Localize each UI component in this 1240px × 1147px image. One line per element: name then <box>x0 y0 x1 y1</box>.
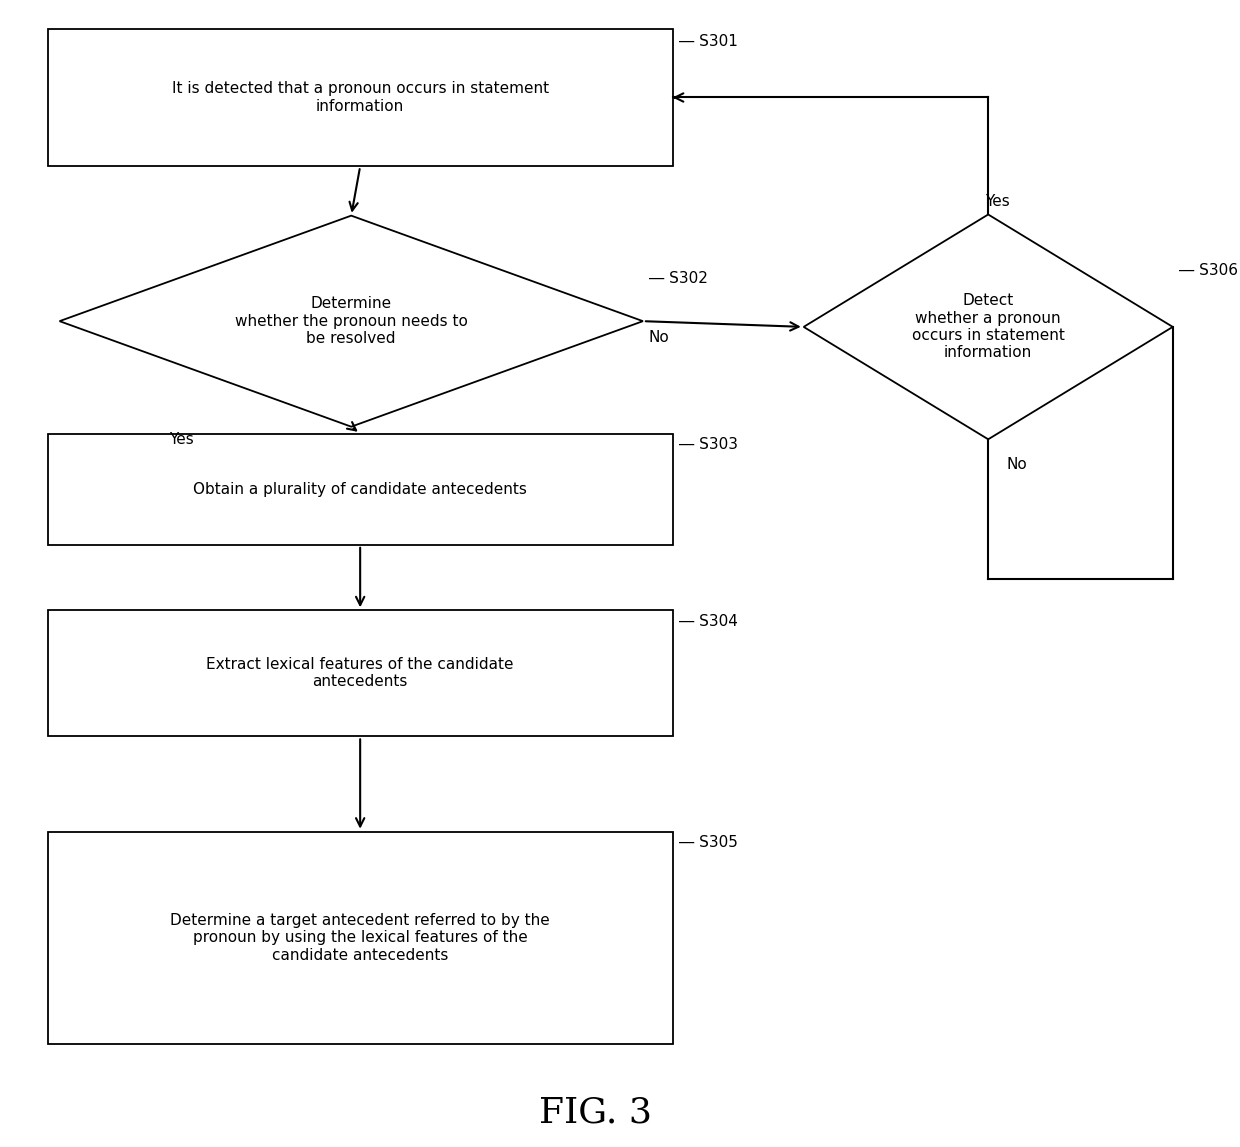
Text: Determine
whether the pronoun needs to
be resolved: Determine whether the pronoun needs to b… <box>234 296 467 346</box>
Bar <box>47 29 672 166</box>
Polygon shape <box>60 216 642 427</box>
Text: ― S306: ― S306 <box>1179 263 1238 279</box>
Text: ― S304: ― S304 <box>678 614 738 629</box>
Text: ― S303: ― S303 <box>678 437 738 452</box>
Bar <box>47 434 672 545</box>
Text: No: No <box>1006 457 1027 471</box>
Text: Determine a target antecedent referred to by the
pronoun by using the lexical fe: Determine a target antecedent referred t… <box>170 913 551 962</box>
Text: Obtain a plurality of candidate antecedents: Obtain a plurality of candidate antecede… <box>193 482 527 497</box>
Text: ― S301: ― S301 <box>678 34 738 49</box>
Text: ― S305: ― S305 <box>678 835 738 850</box>
Text: Yes: Yes <box>169 432 193 447</box>
Text: Yes: Yes <box>986 194 1011 209</box>
Text: No: No <box>649 330 670 345</box>
Text: Extract lexical features of the candidate
antecedents: Extract lexical features of the candidat… <box>206 657 513 689</box>
Bar <box>47 610 672 736</box>
Text: It is detected that a pronoun occurs in statement
information: It is detected that a pronoun occurs in … <box>171 81 549 114</box>
Text: Detect
whether a pronoun
occurs in statement
information: Detect whether a pronoun occurs in state… <box>911 294 1065 360</box>
Text: ― S302: ― S302 <box>649 272 708 287</box>
Bar <box>47 832 672 1044</box>
Text: FIG. 3: FIG. 3 <box>539 1095 652 1130</box>
Polygon shape <box>804 214 1173 439</box>
